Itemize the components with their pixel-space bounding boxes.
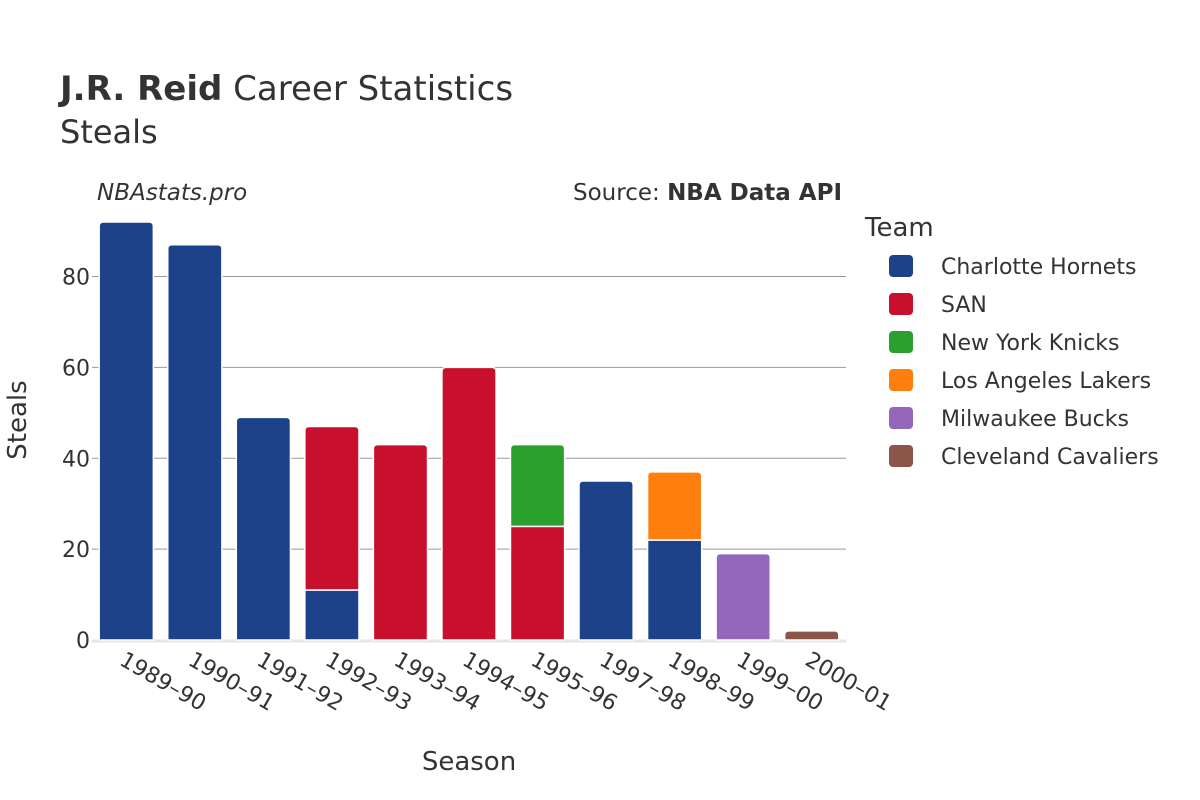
legend-swatch xyxy=(889,293,913,315)
source-name: NBA Data API xyxy=(667,180,842,206)
bar-1997–98-charlotte-hornets[interactable] xyxy=(578,480,634,641)
bar-1998–99-charlotte-hornets[interactable] xyxy=(646,539,703,641)
bar-1990–91-charlotte-hornets[interactable] xyxy=(166,243,223,641)
source-prefix: Source: xyxy=(573,180,667,206)
bar-1991–92-charlotte-hornets[interactable] xyxy=(235,416,292,641)
chart-subtitle: Steals xyxy=(60,113,158,151)
bar-1992–93-san[interactable] xyxy=(304,425,360,591)
legend-swatch xyxy=(889,369,913,391)
bar-1995–96-san[interactable] xyxy=(509,525,566,641)
y-axis-ticks: 0 20 40 60 80 xyxy=(62,266,90,654)
legend-label[interactable]: Los Angeles Lakers xyxy=(941,369,1151,394)
legend-label[interactable]: Cleveland Cavaliers xyxy=(941,445,1159,470)
watermark: NBAstats.pro xyxy=(97,180,247,206)
chart-title-player: J.R. Reid xyxy=(58,69,222,109)
bar-1999–00-milwaukee-bucks[interactable] xyxy=(715,552,772,641)
chart-title: J.R. Reid Career Statistics xyxy=(58,69,513,109)
bar-1994–95-san[interactable] xyxy=(441,366,497,641)
legend-label[interactable]: SAN xyxy=(941,293,987,318)
y-tick-label: 20 xyxy=(62,538,90,563)
legend-swatch xyxy=(889,445,913,467)
bar-1995–96-new-york-knicks[interactable] xyxy=(509,443,566,528)
source-label: Source: NBA Data API xyxy=(573,180,842,206)
bar-1993–94-san[interactable] xyxy=(372,443,429,641)
y-tick-label: 40 xyxy=(62,447,90,472)
legend-label[interactable]: New York Knicks xyxy=(941,331,1120,356)
y-tick-label: 60 xyxy=(62,356,90,381)
legend-title: Team xyxy=(864,213,934,243)
legend-swatch xyxy=(889,407,913,429)
x-axis-ticks: 1989–901990–911991–921992–931993–941994–… xyxy=(115,648,895,717)
chart-title-rest: Career Statistics xyxy=(222,69,513,109)
legend-swatch xyxy=(889,255,913,277)
legend-label[interactable]: Charlotte Hornets xyxy=(941,255,1136,280)
bar-1998–99-los-angeles-lakers[interactable] xyxy=(646,471,703,541)
bar-2000–01-cleveland-cavaliers[interactable] xyxy=(783,630,840,641)
y-tick-label: 80 xyxy=(62,266,90,291)
y-axis-title: Steals xyxy=(3,380,33,459)
legend-label[interactable]: Milwaukee Bucks xyxy=(941,407,1129,432)
x-axis-title: Season xyxy=(422,747,516,777)
legend-swatch xyxy=(889,331,913,353)
bars xyxy=(98,221,840,641)
bar-1989–90-charlotte-hornets[interactable] xyxy=(98,221,155,641)
legend: Charlotte Hornets SAN New York Knicks Los A… xyxy=(889,255,1159,470)
y-tick-label: 0 xyxy=(76,629,90,654)
bar-1992–93-charlotte-hornets[interactable] xyxy=(304,589,360,641)
